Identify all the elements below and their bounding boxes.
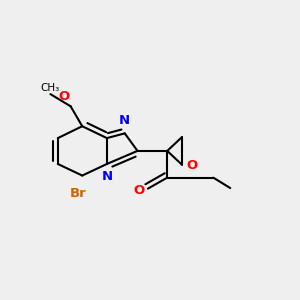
Text: Br: Br xyxy=(69,188,86,200)
Text: O: O xyxy=(58,90,70,103)
Text: O: O xyxy=(133,184,144,196)
Text: N: N xyxy=(101,170,112,183)
Text: O: O xyxy=(187,159,198,172)
Text: N: N xyxy=(119,114,130,128)
Text: CH₃: CH₃ xyxy=(41,82,60,93)
